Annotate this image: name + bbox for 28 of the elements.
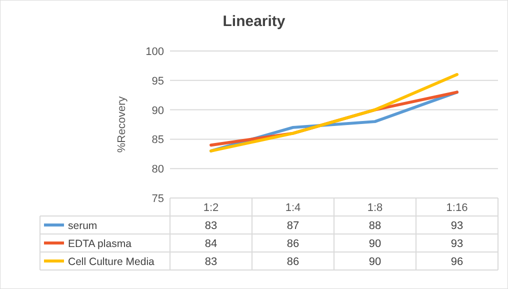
- data-label: 84: [204, 238, 218, 250]
- y-tick-label: 100: [146, 46, 164, 58]
- y-tick-label: 85: [152, 134, 164, 146]
- data-label: 90: [368, 256, 382, 268]
- y-tick-label: 95: [152, 75, 164, 88]
- line-series: [210, 73, 458, 152]
- data-label: 87: [286, 220, 300, 232]
- x-tick-label: 1:4: [285, 202, 301, 214]
- legend-label: serum: [68, 220, 98, 232]
- y-tick-label: 80: [152, 164, 164, 176]
- chart-title: Linearity: [222, 13, 286, 30]
- data-label: 83: [204, 256, 218, 268]
- data-label: 96: [450, 256, 464, 268]
- data-label: 86: [286, 238, 300, 250]
- y-axis-title: %Recovery: [116, 96, 128, 153]
- x-tick-label: 1:2: [203, 202, 219, 214]
- data-label: 83: [204, 220, 218, 232]
- x-tick-label: 1:8: [367, 202, 383, 214]
- legend-label: EDTA plasma: [68, 238, 132, 250]
- data-label: 90: [368, 238, 382, 250]
- y-tick-label: 90: [152, 104, 164, 117]
- data-label: 86: [286, 256, 300, 268]
- x-tick-label: 1:16: [446, 202, 468, 214]
- data-label: 93: [450, 220, 464, 232]
- data-label: 93: [450, 238, 464, 250]
- legend-label: Cell Culture Media: [68, 256, 155, 268]
- data-label: 88: [368, 220, 382, 232]
- y-tick-label: 75: [152, 193, 164, 205]
